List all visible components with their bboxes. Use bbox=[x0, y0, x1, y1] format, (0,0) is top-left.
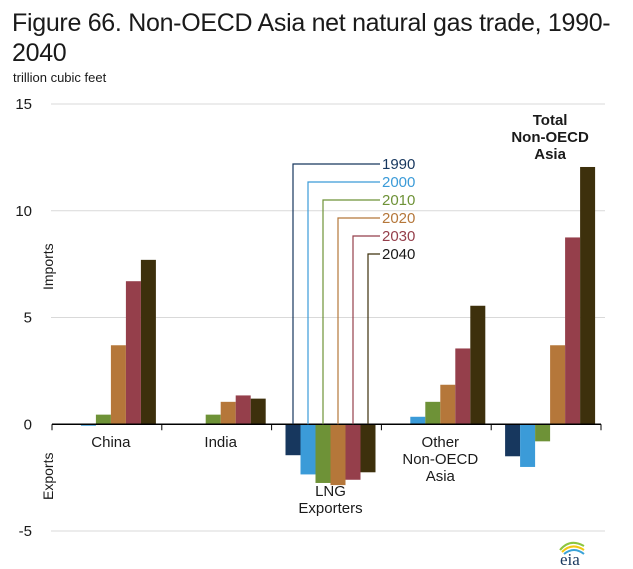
x-axis bbox=[51, 423, 602, 431]
units-label: trillion cubic feet bbox=[13, 70, 107, 85]
legend-leader-line bbox=[292, 163, 380, 425]
bar-1990 bbox=[285, 424, 301, 456]
bar-2030 bbox=[455, 348, 471, 425]
category-label: India bbox=[204, 434, 237, 451]
legend-leader-line bbox=[352, 235, 380, 425]
imports-label: Imports bbox=[40, 243, 56, 290]
legend-leader-line bbox=[367, 253, 380, 425]
category-label: Non-OECD bbox=[402, 451, 478, 468]
y-tick-label: 0 bbox=[24, 416, 32, 433]
category-label: Exporters bbox=[298, 500, 362, 517]
category-label: Total bbox=[533, 112, 568, 129]
bar-2020 bbox=[330, 424, 346, 486]
legend-label-2010: 2010 bbox=[382, 192, 415, 209]
category-label: LNG bbox=[315, 483, 346, 500]
bar-2020 bbox=[550, 345, 566, 425]
category-labels: China IndiaLNGExportersOtherNon-OECDAsiaT… bbox=[91, 112, 589, 517]
category-label: Non-OECD bbox=[511, 129, 589, 146]
y-tick-labels: -5 0 5 10 15 bbox=[15, 96, 32, 540]
chart-title-line-2: 2040 bbox=[12, 39, 67, 67]
bar-2030 bbox=[345, 424, 361, 480]
legend-label-2040: 2040 bbox=[382, 246, 415, 263]
category-label: Other bbox=[422, 434, 460, 451]
y-tick-label: 10 bbox=[15, 203, 32, 220]
bar-2010 bbox=[205, 414, 221, 425]
eia-logo-icon: eia bbox=[559, 541, 585, 569]
bars bbox=[80, 166, 596, 486]
bar-2000 bbox=[300, 424, 316, 475]
bar-2040 bbox=[580, 166, 596, 425]
bar-2010 bbox=[95, 414, 111, 425]
bar-2010 bbox=[535, 424, 551, 442]
bar-2040 bbox=[140, 259, 156, 425]
category-label: Asia bbox=[534, 146, 566, 163]
bar-2010 bbox=[315, 424, 331, 483]
chart-title-line-1: Figure 66. Non-OECD Asia net natural gas… bbox=[12, 9, 611, 37]
y-tick-label: -5 bbox=[19, 523, 32, 540]
legend-label-2030: 2030 bbox=[382, 228, 415, 245]
bar-2020 bbox=[440, 384, 456, 425]
bar-2030 bbox=[235, 395, 251, 425]
bar-2030 bbox=[125, 281, 141, 425]
bar-2020 bbox=[220, 401, 236, 425]
bar-2000 bbox=[520, 424, 536, 467]
eia-logo-text: eia bbox=[560, 550, 580, 569]
legend-leader-line bbox=[337, 217, 380, 425]
bar-2020 bbox=[110, 345, 126, 425]
bar-1990 bbox=[505, 424, 521, 457]
y-tick-label: 5 bbox=[24, 310, 32, 327]
bar-2010 bbox=[425, 401, 441, 425]
category-label: Asia bbox=[426, 468, 456, 485]
legend-label-1990: 1990 bbox=[382, 156, 415, 173]
exports-label: Exports bbox=[40, 453, 56, 500]
legend-label-2020: 2020 bbox=[382, 210, 415, 227]
bar-2030 bbox=[565, 237, 581, 425]
y-tick-label: 15 bbox=[15, 96, 32, 113]
bar-2040 bbox=[360, 424, 376, 473]
bar-2040 bbox=[250, 398, 266, 425]
bar-2000 bbox=[410, 416, 426, 425]
legend-leader-line bbox=[307, 181, 380, 425]
bar-2040 bbox=[470, 305, 486, 425]
legend-leader-line bbox=[322, 199, 380, 425]
legend-label-2000: 2000 bbox=[382, 174, 415, 191]
category-label: China bbox=[91, 434, 131, 451]
chart-title: Figure 66. Non-OECD Asia net natural gas… bbox=[12, 8, 622, 68]
